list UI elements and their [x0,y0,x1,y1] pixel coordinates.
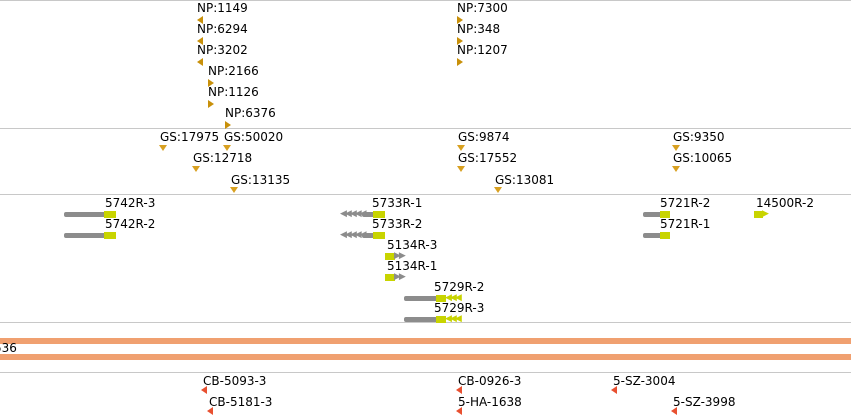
strand-arrows-icon: ◀◀◀ [445,314,462,324]
track-divider [0,372,851,373]
gene-exon-block[interactable] [373,232,385,239]
gene-exon-block[interactable] [385,274,395,281]
gs-feature-marker[interactable] [159,145,167,151]
gene-exon-block[interactable] [104,211,116,218]
cb-feature-label[interactable]: CB-5093-3 [203,374,267,388]
np-feature-marker[interactable] [457,37,463,45]
gs-feature-marker[interactable] [457,166,465,172]
strand-arrows-icon: ▶▶ [394,272,406,282]
np-feature-marker[interactable] [197,58,203,66]
np-feature-label[interactable]: NP:348 [457,22,501,36]
gs-feature-marker[interactable] [494,187,502,193]
gene-exon-block[interactable] [754,211,763,218]
gs-feature-marker[interactable] [223,145,231,151]
gene-intron-bar[interactable] [404,317,438,322]
gene-intron-bar[interactable] [362,212,376,217]
gene-label[interactable]: 5721R-1 [660,217,711,231]
np-feature-marker[interactable] [208,100,214,108]
gene-intron-bar[interactable] [362,233,376,238]
track-divider [0,322,851,323]
gene-intron-bar[interactable] [64,233,106,238]
gs-feature-label[interactable]: GS:9350 [673,130,725,144]
np-feature-label[interactable]: NP:7300 [457,1,508,15]
np-feature-marker[interactable] [197,16,203,24]
region-stripe[interactable] [0,354,851,360]
gene-label[interactable]: 5742R-2 [105,217,156,231]
gs-feature-label[interactable]: GS:9874 [458,130,510,144]
region-stripe[interactable] [0,338,851,344]
np-feature-label[interactable]: NP:1207 [457,43,508,57]
track-divider [0,0,851,1]
gene-intron-bar[interactable] [643,233,663,238]
gene-label[interactable]: 5721R-2 [660,196,711,210]
gs-feature-label[interactable]: GS:17552 [458,151,518,165]
cb-feature-label[interactable]: 5-HA-1638 [458,395,522,409]
cb-feature-label[interactable]: 5-SZ-3998 [673,395,736,409]
gene-intron-bar[interactable] [643,212,663,217]
strand-arrows-icon: ◀◀◀◀◀ [340,230,367,240]
gene-label[interactable]: 14500R-2 [756,196,814,210]
gs-feature-marker[interactable] [672,145,680,151]
np-feature-label[interactable]: NP:1149 [197,1,248,15]
gene-label[interactable]: 5134R-3 [387,238,438,252]
gene-exon-block[interactable] [660,211,670,218]
gs-feature-label[interactable]: GS:13135 [231,173,291,187]
strand-arrows-icon: ◀◀◀◀◀ [340,209,367,219]
cb-feature-label[interactable]: CB-5181-3 [209,395,273,409]
gs-feature-label[interactable]: GS:10065 [673,151,733,165]
gs-feature-marker[interactable] [230,187,238,193]
cb-feature-label[interactable]: 5-SZ-3004 [613,374,676,388]
track-divider [0,194,851,195]
strand-arrows-icon: ▶ [762,209,769,219]
track-divider [0,128,851,129]
np-feature-label[interactable]: NP:3202 [197,43,248,57]
gene-label[interactable]: 5742R-3 [105,196,156,210]
gene-exon-block[interactable] [373,211,385,218]
cb-feature-marker[interactable] [456,386,462,394]
region-label[interactable]: 536 [0,341,17,355]
gs-feature-marker[interactable] [192,166,200,172]
cb-feature-marker[interactable] [611,386,617,394]
np-feature-marker[interactable] [208,79,214,87]
gene-exon-block[interactable] [660,232,670,239]
gene-label[interactable]: 5729R-3 [434,301,485,315]
cb-feature-marker[interactable] [201,386,207,394]
np-feature-marker[interactable] [457,58,463,66]
gene-intron-bar[interactable] [64,212,106,217]
gene-intron-bar[interactable] [404,296,438,301]
gs-feature-marker[interactable] [672,166,680,172]
gene-label[interactable]: 5733R-2 [372,217,423,231]
strand-arrows-icon: ▶▶ [394,251,406,261]
np-feature-marker[interactable] [457,16,463,24]
np-feature-label[interactable]: NP:6376 [225,106,276,120]
gene-exon-block[interactable] [385,253,395,260]
np-feature-label[interactable]: NP:6294 [197,22,248,36]
gs-feature-label[interactable]: GS:13081 [495,173,555,187]
gs-feature-marker[interactable] [457,145,465,151]
np-feature-label[interactable]: NP:1126 [208,85,259,99]
np-feature-label[interactable]: NP:2166 [208,64,259,78]
cb-feature-label[interactable]: CB-0926-3 [458,374,522,388]
np-feature-marker[interactable] [225,121,231,129]
np-feature-marker[interactable] [197,37,203,45]
cb-feature-marker[interactable] [456,407,462,415]
cb-feature-marker[interactable] [207,407,213,415]
strand-arrows-icon: ◀◀◀ [445,293,462,303]
gs-feature-label[interactable]: GS:17975 [160,130,220,144]
gs-feature-label[interactable]: GS:12718 [193,151,253,165]
gene-exon-block[interactable] [104,232,116,239]
gene-label[interactable]: 5729R-2 [434,280,485,294]
gene-label[interactable]: 5134R-1 [387,259,438,273]
gene-exon-block[interactable] [436,295,446,302]
gene-exon-block[interactable] [436,316,446,323]
gs-feature-label[interactable]: GS:50020 [224,130,284,144]
cb-feature-marker[interactable] [671,407,677,415]
gene-label[interactable]: 5733R-1 [372,196,423,210]
